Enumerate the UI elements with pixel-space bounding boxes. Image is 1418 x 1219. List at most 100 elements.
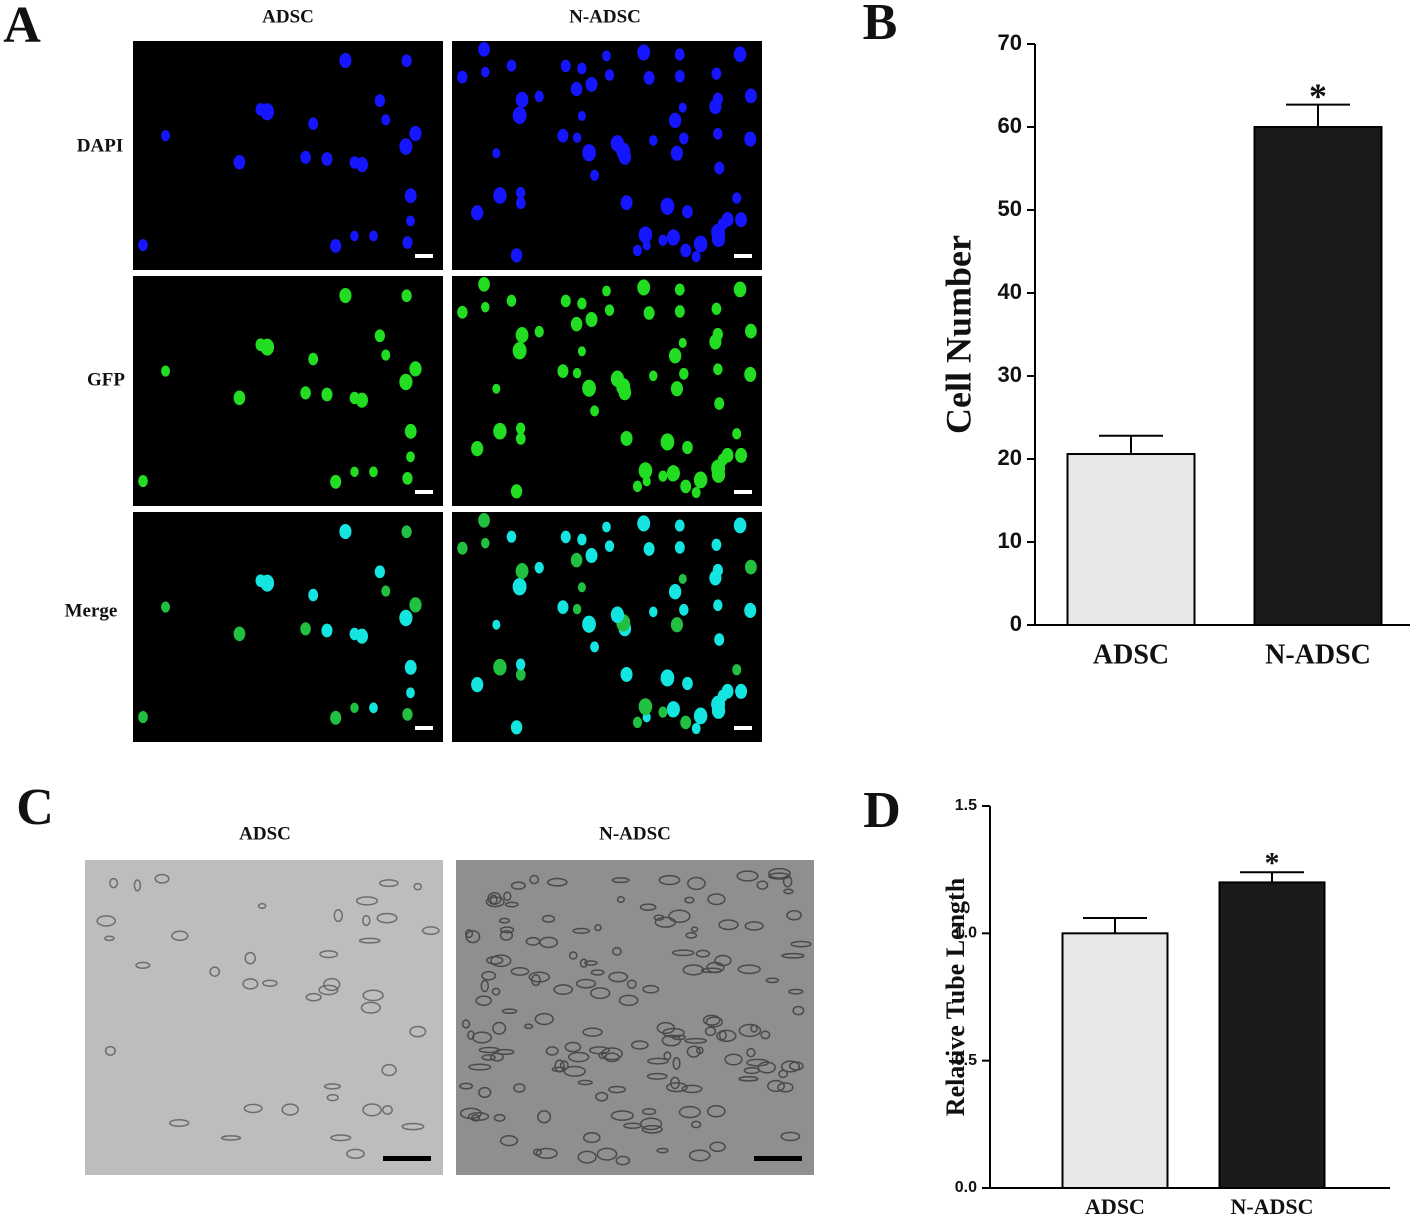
- nucleus: [409, 361, 422, 377]
- cell: [464, 929, 474, 939]
- nucleus: [577, 582, 586, 593]
- nucleus: [582, 615, 596, 633]
- y-tick-label: 10: [998, 528, 1022, 553]
- cell: [541, 914, 556, 923]
- nucleus: [381, 349, 391, 361]
- nucleus: [602, 521, 611, 533]
- cell: [545, 1046, 559, 1056]
- row-label: GFP: [87, 369, 125, 390]
- cell: [513, 1083, 526, 1093]
- nucleus: [674, 48, 685, 61]
- cell: [656, 1147, 669, 1154]
- nucleus: [674, 541, 685, 554]
- nucleus: [714, 397, 725, 410]
- nucleus: [300, 150, 311, 164]
- cell: [133, 879, 142, 892]
- nucleus: [506, 294, 517, 307]
- nucleus: [534, 325, 544, 338]
- cell: [642, 984, 660, 994]
- cell: [480, 979, 490, 993]
- nucleus: [693, 707, 708, 725]
- nucleus: [590, 169, 599, 181]
- cell: [704, 1026, 717, 1037]
- nucleus: [709, 334, 722, 350]
- nucleus: [744, 131, 757, 147]
- nucleus: [369, 702, 378, 714]
- cell: [647, 1057, 669, 1065]
- y-tick-label: 0.0: [955, 1179, 977, 1196]
- column-label: ADSC: [262, 6, 314, 27]
- cell: [262, 979, 278, 987]
- cell: [584, 960, 598, 966]
- nucleus: [674, 305, 685, 318]
- cell: [242, 978, 259, 990]
- nucleus: [733, 46, 747, 63]
- nucleus: [161, 601, 171, 613]
- nucleus: [355, 157, 369, 173]
- nucleus: [733, 281, 747, 298]
- nucleus: [711, 538, 722, 551]
- cell: [376, 912, 398, 924]
- nucleus: [515, 668, 526, 681]
- cell: [243, 1103, 263, 1114]
- nucleus: [560, 59, 571, 73]
- panel-letter: C: [16, 779, 54, 836]
- scale-bar: [415, 254, 433, 258]
- cell: [707, 893, 726, 906]
- nucleus: [658, 234, 668, 246]
- cell: [688, 1149, 711, 1162]
- cell: [326, 1093, 339, 1102]
- cell: [579, 958, 588, 968]
- nucleus: [321, 152, 333, 166]
- nucleus: [402, 707, 413, 721]
- nucleus: [682, 676, 693, 691]
- nucleus: [330, 238, 342, 253]
- cell: [563, 1065, 586, 1077]
- nucleus: [679, 132, 689, 145]
- nucleus: [399, 373, 413, 391]
- nucleus: [714, 633, 725, 646]
- cell: [244, 951, 256, 965]
- cell: [381, 1063, 397, 1077]
- micrograph: [133, 276, 443, 506]
- nucleus: [457, 70, 468, 84]
- nucleus: [643, 306, 655, 320]
- nucleus: [515, 196, 526, 210]
- nucleus: [709, 570, 722, 586]
- nucleus: [604, 540, 615, 552]
- nucleus: [308, 352, 319, 366]
- nucleus: [590, 405, 599, 417]
- cell: [323, 977, 341, 992]
- nucleus: [409, 125, 422, 142]
- cell: [465, 929, 481, 944]
- nucleus: [534, 561, 544, 574]
- cell: [756, 880, 769, 890]
- nucleus: [481, 66, 490, 78]
- bar: [1253, 126, 1383, 626]
- nucleus: [637, 279, 651, 296]
- nucleus: [493, 187, 507, 204]
- significance-mark: *: [1309, 76, 1327, 116]
- nucleus: [666, 701, 680, 718]
- nucleus: [711, 67, 722, 80]
- cell: [590, 969, 605, 976]
- nucleus: [735, 683, 748, 699]
- nucleus: [658, 706, 668, 718]
- cell: [481, 1054, 496, 1061]
- cell: [598, 1051, 607, 1060]
- cell: [467, 1111, 490, 1122]
- cell: [695, 949, 711, 958]
- cell: [475, 995, 492, 1006]
- nucleus: [255, 103, 266, 116]
- cell: [608, 1085, 626, 1094]
- cell: [378, 879, 399, 888]
- nucleus: [369, 230, 378, 242]
- nucleus: [350, 466, 359, 478]
- nucleus: [570, 316, 583, 332]
- nucleus: [560, 294, 571, 308]
- nucleus: [506, 530, 517, 543]
- nucleus: [510, 248, 523, 263]
- nucleus: [604, 69, 615, 81]
- nucleus: [717, 217, 728, 231]
- cell: [678, 1105, 701, 1119]
